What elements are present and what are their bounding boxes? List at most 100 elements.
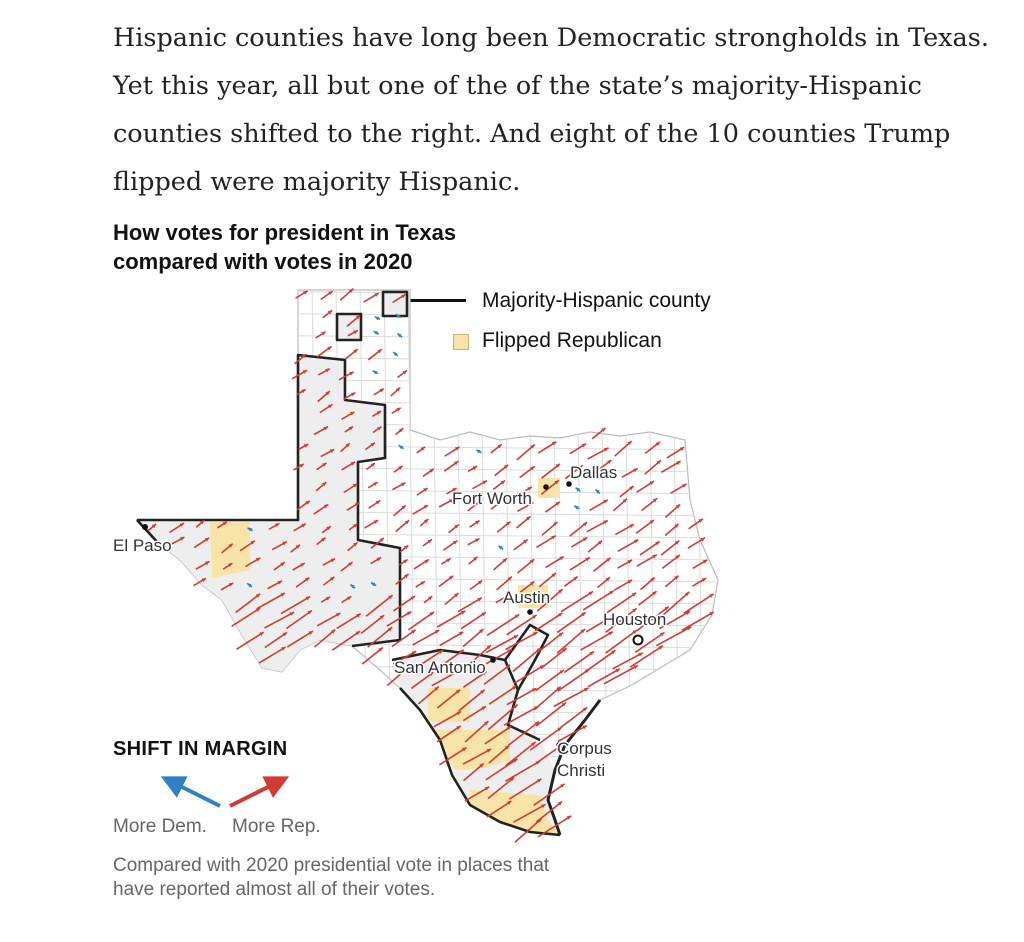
rep-shift-arrow xyxy=(267,580,283,590)
rep-shift-arrow xyxy=(464,786,490,802)
rep-shift-arrow xyxy=(293,522,307,532)
rep-shift-arrow xyxy=(315,481,327,492)
rep-shift-arrow xyxy=(536,534,557,549)
city-fort-worth: Fort Worth xyxy=(451,484,549,510)
rep-shift-arrow xyxy=(370,556,382,565)
rep-shift-arrow xyxy=(296,500,311,511)
rep-shift-arrow xyxy=(587,668,621,688)
rep-shift-arrow xyxy=(582,590,615,611)
hispanic-region-west xyxy=(137,355,400,672)
rep-shift-arrow xyxy=(563,575,579,587)
rep-shift-arrow xyxy=(417,686,440,705)
dem-shift-arrow xyxy=(392,351,399,357)
rep-shift-arrow xyxy=(316,612,341,627)
austin-label: Austin xyxy=(503,588,550,607)
rep-shift-arrow xyxy=(423,595,433,604)
rep-shift-arrow xyxy=(343,391,356,400)
rep-shift-arrow xyxy=(503,705,540,726)
rep-shift-arrow xyxy=(367,348,383,361)
dem-shift-arrow xyxy=(475,449,482,454)
rep-shift-arrow xyxy=(285,609,313,630)
dem-shift-arrow xyxy=(497,544,504,551)
rep-shift-arrow xyxy=(641,497,658,512)
rep-shift-arrow xyxy=(580,631,614,651)
rep-shift-arrow xyxy=(419,518,429,527)
rep-shift-arrow xyxy=(533,783,566,806)
rep-shift-arrow xyxy=(462,628,485,648)
rep-shift-arrow xyxy=(415,580,426,588)
rep-shift-arrow xyxy=(392,293,407,304)
rep-shift-arrow xyxy=(492,479,506,490)
rep-shift-arrow xyxy=(596,576,611,589)
rep-shift-arrow xyxy=(614,440,633,457)
rep-shift-arrow xyxy=(472,479,488,490)
rep-shift-arrow xyxy=(635,519,655,534)
rep-shift-arrow xyxy=(422,538,433,547)
rep-shift-arrow xyxy=(467,465,478,473)
rep-shift-arrow xyxy=(614,523,635,536)
rep-shift-arrow xyxy=(444,446,460,457)
rep-shift-arrow xyxy=(571,536,588,548)
more-dem-arrow-icon xyxy=(160,776,221,808)
rep-shift-arrow xyxy=(320,448,335,458)
rep-shift-arrow xyxy=(662,591,690,616)
rep-shift-arrow xyxy=(488,685,517,705)
rep-shift-arrow xyxy=(410,671,434,690)
rep-shift-arrow xyxy=(317,390,331,403)
rep-shift-arrow xyxy=(442,539,458,551)
rep-shift-arrow xyxy=(344,348,359,360)
rep-shift-arrow xyxy=(361,646,384,665)
rep-shift-arrow xyxy=(619,485,635,498)
rep-shift-arrow xyxy=(462,705,487,722)
city-corpus-christi: Corpus Christi xyxy=(556,738,614,782)
rep-shift-arrow xyxy=(446,487,458,495)
rep-shift-arrow xyxy=(416,446,426,454)
city-san-antonio: San Antonio xyxy=(393,657,496,679)
rep-shift-arrow xyxy=(338,371,355,381)
rep-shift-arrow xyxy=(390,386,401,397)
rep-shift-arrow xyxy=(513,538,529,551)
rep-shift-arrow xyxy=(655,625,692,647)
rep-shift-arrow xyxy=(216,521,228,529)
rep-shift-arrow xyxy=(512,647,542,673)
rep-shift-arrow xyxy=(505,760,541,782)
rep-shift-arrow xyxy=(465,644,492,669)
rep-shift-arrow xyxy=(670,483,687,494)
rep-shift-arrow xyxy=(485,648,513,665)
rep-shift-arrow xyxy=(514,818,543,843)
rep-shift-arrow xyxy=(569,521,588,537)
rep-shift-arrow xyxy=(612,498,628,512)
rep-shift-arrow xyxy=(412,504,429,515)
more-rep-label: More Rep. xyxy=(232,816,321,837)
rep-shift-arrow xyxy=(540,647,568,670)
rep-shift-arrow xyxy=(545,555,565,569)
rep-shift-arrow xyxy=(347,541,358,552)
rep-shift-arrow xyxy=(538,572,557,588)
rep-shift-arrow xyxy=(322,557,336,566)
rep-shift-arrow xyxy=(683,593,715,614)
flipped-county-brooks xyxy=(470,790,560,835)
rep-shift-arrow xyxy=(395,519,410,533)
dem-shift-arrow xyxy=(373,330,380,335)
rep-shift-arrow xyxy=(438,746,467,766)
rep-shift-arrow xyxy=(634,631,665,653)
rep-shift-arrow xyxy=(336,613,362,630)
rep-shift-arrow xyxy=(467,537,480,546)
dem-shift-arrow xyxy=(374,315,381,321)
rep-shift-arrow xyxy=(569,443,587,455)
rep-shift-arrow xyxy=(687,536,706,549)
city-houston: Houston xyxy=(602,609,668,646)
san-antonio-label: San Antonio xyxy=(394,658,486,677)
rep-shift-arrow xyxy=(346,314,361,327)
rep-shift-arrow xyxy=(397,369,408,379)
more-dem-label: More Dem. xyxy=(113,816,207,837)
rep-shift-arrow xyxy=(290,544,301,553)
rep-shift-arrow xyxy=(195,560,211,570)
rep-shift-arrow xyxy=(636,606,670,632)
majority-hispanic-legend-line xyxy=(410,299,466,302)
rep-shift-arrow xyxy=(293,463,305,471)
rep-shift-arrow xyxy=(245,557,261,568)
rep-shift-arrow xyxy=(399,544,409,553)
rep-shift-arrow xyxy=(364,442,376,451)
rep-shift-arrow xyxy=(236,631,265,650)
